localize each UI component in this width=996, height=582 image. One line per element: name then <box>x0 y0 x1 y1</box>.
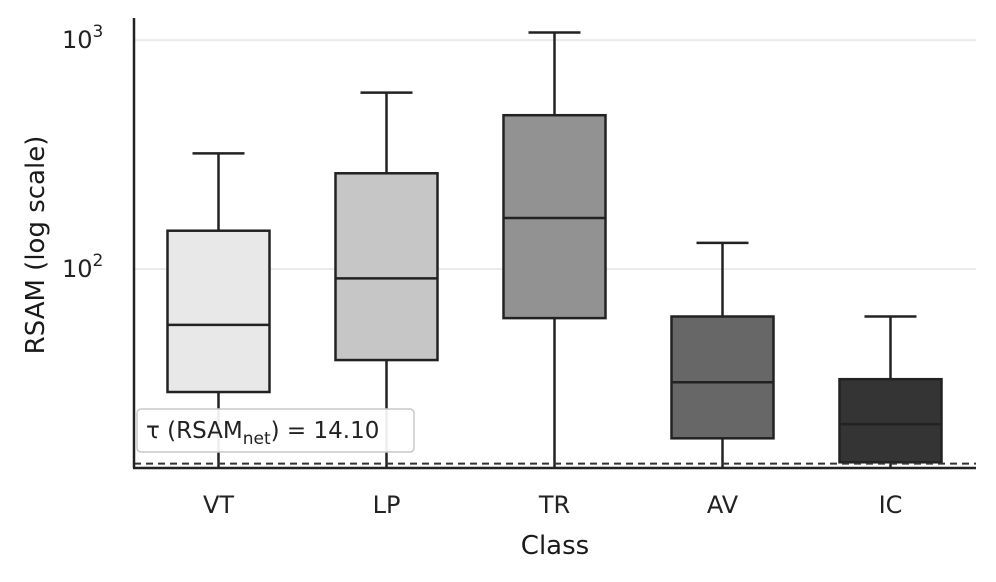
threshold-label-suffix: ) = 14.10 <box>271 418 380 444</box>
threshold-label-box <box>136 408 415 453</box>
box-tr <box>502 113 607 320</box>
box-group-av <box>670 241 775 468</box>
y-tick-label-1000: 103 <box>62 22 103 54</box>
x-tick-label-av: AV <box>707 491 739 519</box>
x-tick-labels: VT LP TR AV IC <box>203 491 902 519</box>
x-tick-label-lp: LP <box>373 491 401 519</box>
threshold-label-prefix: τ (RSAM <box>146 418 243 444</box>
y-tick-base: 10 <box>62 26 93 54</box>
threshold-label: τ (RSAMnet) = 14.10 <box>146 418 379 449</box>
y-tick-base: 10 <box>62 255 93 283</box>
y-axis-title: RSAM (log scale) <box>21 136 51 355</box>
x-tick-label-tr: TR <box>538 491 570 519</box>
box-av <box>670 315 775 440</box>
threshold-annotation: τ (RSAMnet) = 14.10 <box>136 408 415 453</box>
box-group-ic <box>838 315 943 468</box>
box-ic <box>838 377 943 464</box>
box-lp <box>334 172 439 362</box>
threshold-label-subscript: net <box>243 429 271 449</box>
box-vt <box>166 229 271 394</box>
box-group-vt <box>166 152 271 468</box>
y-tick-exponent: 3 <box>93 22 104 42</box>
x-axis-title: Class <box>521 531 589 561</box>
box-group-tr <box>502 31 607 468</box>
box-plots <box>166 31 943 468</box>
x-tick-label-vt: VT <box>203 491 234 519</box>
x-tick-label-ic: IC <box>879 491 903 519</box>
y-tick-label-100: 102 <box>62 251 103 283</box>
y-tick-exponent: 2 <box>93 251 104 271</box>
